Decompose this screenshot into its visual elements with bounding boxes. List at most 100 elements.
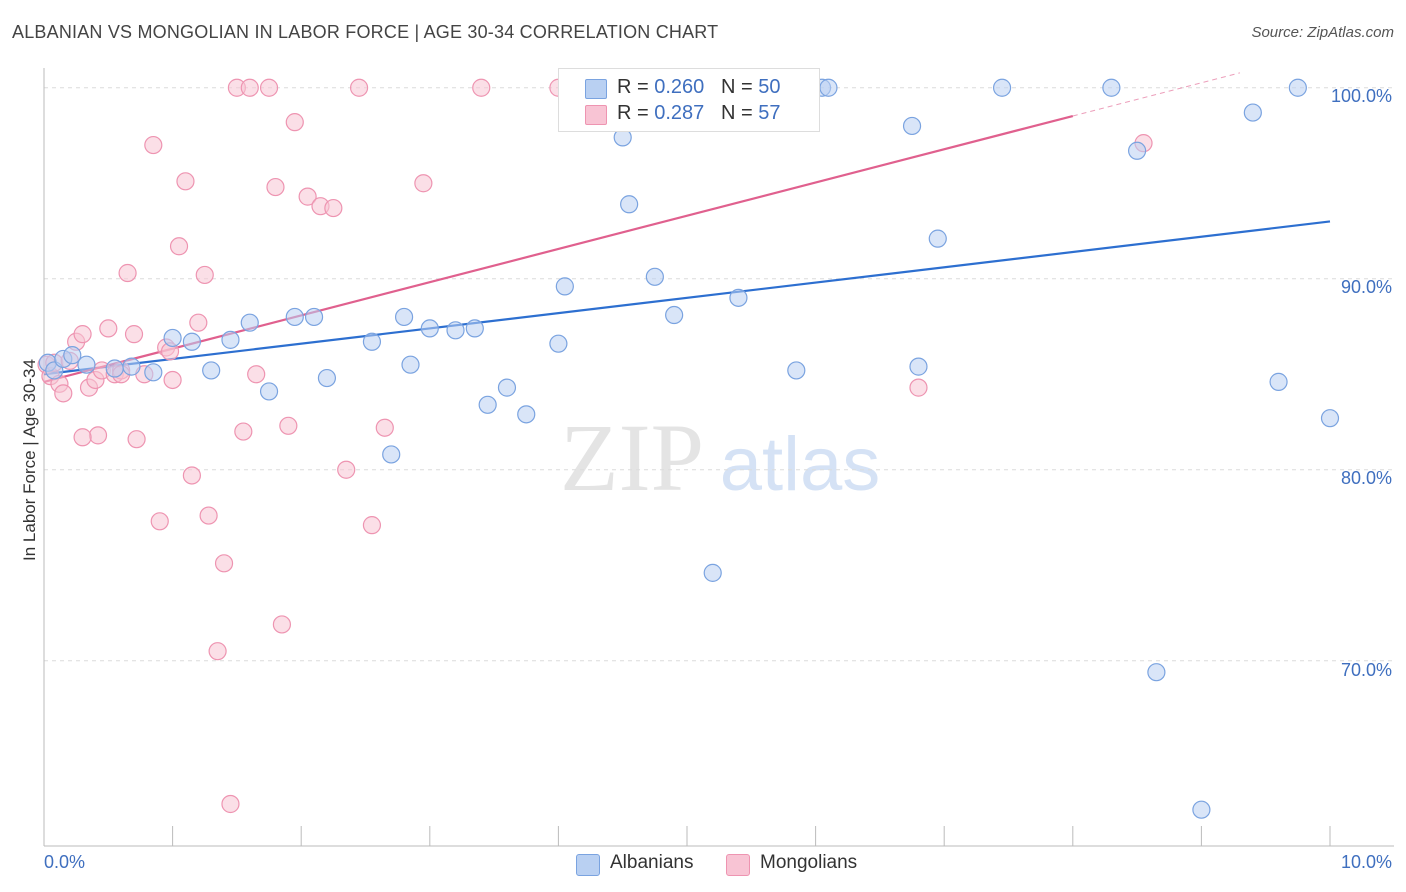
point-mongolians — [88, 426, 108, 445]
point-albanians — [549, 334, 568, 353]
point-albanians — [497, 378, 517, 397]
point-mongolians — [324, 198, 343, 218]
point-albanians — [1147, 663, 1166, 682]
point-albanians — [394, 307, 414, 327]
point-albanians — [317, 368, 337, 388]
point-mongolians — [298, 187, 317, 206]
watermark-zip: ZIP — [560, 404, 704, 511]
point-mongolians — [272, 615, 292, 634]
point-albanians — [362, 332, 382, 351]
point-albanians — [401, 355, 420, 374]
point-albanians — [144, 363, 163, 382]
point-mongolians — [118, 263, 137, 283]
x-tick-max: 10.0% — [1340, 852, 1392, 872]
mongolians-n-value: 57 — [758, 102, 781, 124]
point-albanians — [1269, 372, 1288, 391]
point-albanians — [221, 330, 240, 349]
point-mongolians — [150, 512, 169, 531]
point-albanians — [465, 319, 484, 338]
point-mongolians — [909, 378, 928, 397]
point-albanians — [285, 307, 304, 327]
point-albanians — [478, 395, 497, 414]
point-albanians — [620, 195, 639, 214]
axes — [43, 68, 1394, 847]
point-albanians — [202, 361, 221, 380]
point-albanians — [665, 305, 684, 325]
y-tick-90: 90.0% — [1340, 277, 1392, 297]
albanians-n-label: N = — [720, 76, 753, 98]
point-mongolians — [375, 418, 394, 437]
point-mongolians — [349, 78, 369, 97]
point-albanians — [240, 313, 259, 332]
point-albanians — [304, 307, 324, 327]
point-albanians — [517, 405, 536, 424]
point-albanians — [555, 277, 574, 296]
point-mongolians — [144, 135, 163, 155]
point-mongolians — [266, 177, 285, 197]
mongolians-r-label: R = — [617, 102, 649, 124]
point-mongolians — [285, 113, 304, 132]
point-albanians — [909, 357, 928, 376]
point-albanians — [77, 355, 96, 374]
mongolians-swatch — [585, 105, 607, 125]
point-mongolians — [127, 430, 146, 449]
point-mongolians — [54, 384, 73, 403]
point-mongolians — [208, 642, 227, 661]
point-albanians — [819, 78, 838, 97]
point-albanians — [703, 563, 722, 582]
point-mongolians — [472, 78, 491, 97]
point-albanians — [382, 445, 401, 464]
point-mongolians — [234, 422, 253, 441]
point-mongolians — [414, 174, 433, 193]
point-mongolians — [99, 319, 118, 338]
mongolians-n-label: N = — [720, 102, 753, 124]
mongolians-legend-label: Mongolians — [760, 852, 858, 873]
point-albanians — [729, 288, 748, 307]
y-tick-100: 100.0% — [1330, 86, 1392, 106]
albanians-legend-label: Albanians — [610, 852, 694, 873]
point-albanians — [182, 332, 201, 351]
point-albanians — [1102, 78, 1121, 97]
point-mongolians — [199, 506, 218, 525]
albanians-r-label: R = — [617, 76, 649, 98]
point-mongolians — [169, 237, 189, 256]
point-mongolians — [176, 172, 195, 191]
point-albanians — [1127, 141, 1147, 160]
point-mongolians — [182, 466, 201, 485]
point-mongolians — [73, 428, 92, 447]
point-albanians — [928, 229, 947, 248]
point-albanians — [1320, 409, 1340, 428]
point-mongolians — [221, 794, 240, 814]
point-albanians — [163, 328, 182, 348]
point-mongolians — [214, 554, 234, 573]
trend-line-mongolians — [43, 114, 1074, 383]
point-albanians — [1288, 78, 1307, 97]
albanians-n-value: 50 — [758, 76, 781, 98]
point-albanians — [645, 267, 664, 286]
source-label: Source: ZipAtlas.com — [1251, 24, 1394, 41]
point-albanians — [787, 361, 806, 380]
point-mongolians — [279, 416, 298, 435]
stats-legend: R = 0.260 N = 50 R = 0.287 N = 57 — [558, 68, 820, 132]
point-albanians — [63, 346, 82, 365]
point-mongolians — [240, 78, 259, 97]
point-mongolians — [73, 325, 92, 344]
point-mongolians — [259, 78, 279, 97]
mongolians-r-value: 0.287 — [654, 102, 705, 124]
point-mongolians — [247, 365, 266, 384]
albanians-swatch — [585, 79, 607, 99]
albanians-legend-swatch — [576, 854, 600, 876]
point-mongolians — [189, 313, 208, 332]
albanians-r-value: 0.260 — [654, 76, 705, 98]
point-albanians — [1243, 103, 1262, 122]
y-tick-80: 80.0% — [1340, 468, 1392, 488]
trend-extension-mongolians — [1072, 72, 1241, 117]
point-albanians — [420, 319, 439, 338]
point-albanians — [446, 321, 465, 340]
x-tick-min: 0.0% — [44, 852, 86, 872]
point-mongolians — [337, 460, 356, 479]
watermark-atlas: atlas — [720, 422, 881, 507]
point-albanians — [122, 357, 141, 376]
trend-lines — [43, 72, 1331, 383]
point-albanians — [105, 359, 124, 378]
